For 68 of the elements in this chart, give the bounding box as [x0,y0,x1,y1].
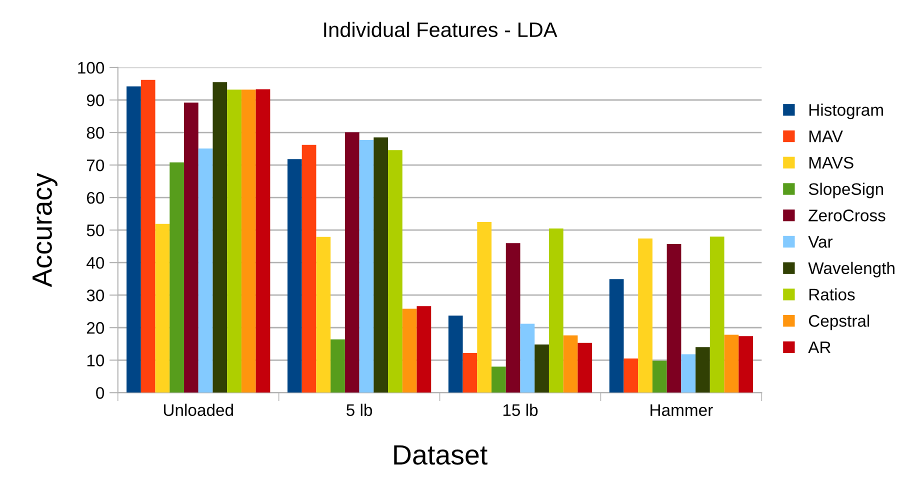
legend-label: Histogram [809,104,883,120]
chart-title: Individual Features - LDA [324,22,558,38]
y-tick-label: 10 [87,354,104,366]
bar [477,222,492,393]
bar [666,244,682,393]
legend-label: MAVS [809,156,854,169]
y-tick-label: 90 [86,94,104,106]
x-tick-label: Hammer [650,404,713,416]
bar [374,137,388,393]
bar [738,336,754,393]
legend-label: ZeroCross [808,210,886,222]
legend-label: MAV [809,130,843,142]
bar [140,80,156,393]
bar [624,358,638,393]
bar [302,144,316,393]
bar [241,90,256,393]
x-tick-label: Unloaded [164,404,233,416]
bar [316,236,331,393]
y-tick-label: 20 [86,322,104,334]
y-tick-label: 100 [78,62,104,74]
legend-label: Ratios [809,288,855,300]
legend-label: Var [808,236,833,248]
legend-label: Wavelength [808,262,894,278]
bar [184,102,198,393]
bar [402,308,417,393]
bar [710,236,724,393]
y-tick-label: 80 [86,126,104,139]
x-axis-title: Dataset [394,445,488,465]
bar [681,354,696,393]
bar [652,360,667,393]
bar [359,140,374,393]
y-tick-label: 60 [87,192,104,204]
legend-label: AR [808,342,830,354]
bar [724,334,739,393]
bar [170,162,184,393]
bar [492,366,506,393]
bar [638,238,652,393]
bar [344,132,360,393]
legend-label: Cepstral [808,314,870,330]
bar [155,224,170,393]
bar [256,89,270,393]
bar [506,243,520,393]
y-tick-label: 40 [86,256,104,269]
bar [287,159,302,393]
x-tick-label: 5 lb [346,404,372,416]
x-tick-label: 15 lb [503,404,538,416]
bar [534,344,549,393]
bar [462,352,478,393]
legend-label: SlopeSign [808,182,884,198]
bar [227,90,242,393]
bar [548,228,564,393]
bar [520,324,535,393]
bar [388,150,402,393]
y-axis-title: Accuracy [32,173,58,288]
y-tick-label: 30 [86,290,104,302]
bar [448,316,463,393]
bar [416,306,432,393]
y-tick-label: 50 [86,224,104,236]
bar [563,335,578,393]
y-tick-label: 70 [87,159,104,172]
y-tick-label: 0 [96,387,104,399]
bar [126,86,141,393]
bar [212,82,228,393]
bar [198,148,213,393]
bar [330,339,345,393]
bar [696,347,710,393]
bar [578,342,592,393]
bar [609,279,624,393]
